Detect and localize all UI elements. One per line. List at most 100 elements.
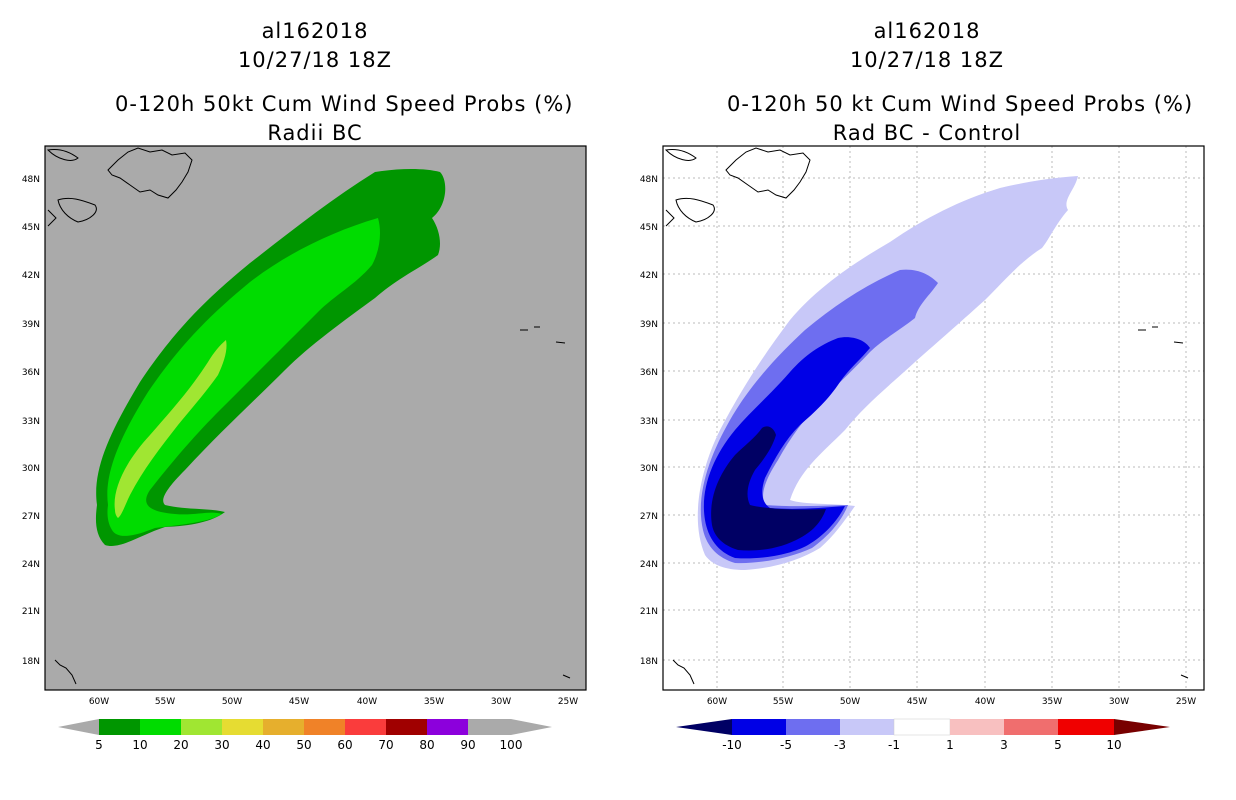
left-cbar-label-100: 100 — [500, 738, 523, 752]
left-colorbar-bin-90-100 — [468, 719, 511, 735]
right-y-tick-36n: 36N — [640, 368, 658, 378]
left-x-tick-25w: 25W — [558, 697, 578, 707]
right-y-tick-39n: 39N — [640, 320, 658, 330]
left-cbar-label-40: 40 — [255, 738, 270, 752]
right-x-axis: 60W 55W 50W 45W 40W 35W 30W 25W — [707, 697, 1196, 707]
right-y-tick-18n: 18N — [640, 657, 658, 667]
left-y-tick-33n: 33N — [22, 417, 40, 427]
right-cbar-label-m3: -3 — [834, 738, 846, 752]
left-cbar-label-30: 30 — [214, 738, 229, 752]
left-y-tick-36n: 36N — [22, 368, 40, 378]
right-colorbar-bin-m5-m3 — [786, 719, 840, 735]
left-x-tick-45w: 45W — [289, 697, 309, 707]
left-cbar-label-50: 50 — [296, 738, 311, 752]
right-x-tick-55w: 55W — [773, 697, 793, 707]
right-x-tick-45w: 45W — [907, 697, 927, 707]
left-x-axis: 60W 55W 50W 45W 40W 35W 30W 25W — [89, 697, 578, 707]
right-contour-minus1 — [697, 176, 1078, 570]
right-cbar-label-10: 10 — [1106, 738, 1121, 752]
right-x-tick-35w: 35W — [1042, 697, 1062, 707]
left-datetime: 10/27/18 18Z — [237, 48, 393, 72]
right-cbar-label-m10: -10 — [722, 738, 742, 752]
left-y-tick-45n: 45N — [22, 223, 40, 233]
left-y-tick-18n: 18N — [22, 657, 40, 667]
right-storm-id: al162018 — [873, 19, 981, 43]
right-colorbar-bin-3-5 — [1004, 719, 1058, 735]
right-x-tick-30w: 30W — [1109, 697, 1129, 707]
right-coastlines — [664, 147, 1189, 685]
right-colorbar-bin-1-3 — [950, 719, 1004, 735]
left-map-frame — [44, 145, 587, 691]
left-colorbar-bin-10-20 — [140, 719, 181, 735]
left-subtitle: Radii BC — [267, 121, 363, 145]
left-y-tick-42n: 42N — [22, 271, 40, 281]
right-y-axis: 48N 45N 42N 39N 36N 33N 30N 27N 24N 21N … — [640, 175, 658, 667]
right-y-tick-30n: 30N — [640, 464, 658, 474]
right-colorbar-high-extend — [1114, 719, 1170, 735]
left-colorbar-bin-20-30 — [181, 719, 222, 735]
left-contour-10 — [107, 218, 380, 536]
right-cbar-label-3: 3 — [1000, 738, 1008, 752]
left-panel-title: al162018 10/27/18 18Z 0-120h 50kt Cum Wi… — [115, 17, 574, 148]
left-y-tick-24n: 24N — [22, 560, 40, 570]
right-y-tick-45n: 45N — [640, 223, 658, 233]
right-colorbar-bin-5-10 — [1058, 719, 1114, 735]
left-y-tick-48n: 48N — [22, 175, 40, 185]
left-colorbar: 5 10 20 30 40 50 60 70 80 90 100 — [58, 719, 552, 752]
right-contour-minus10 — [711, 426, 826, 551]
left-x-tick-60w: 60W — [89, 697, 109, 707]
left-colorbar-low-extend — [58, 719, 99, 735]
right-map-panel: 48N 45N 42N 39N 36N 33N 30N 27N 24N 21N … — [640, 145, 1205, 752]
left-x-tick-55w: 55W — [155, 697, 175, 707]
left-colorbar-bin-70-80 — [386, 719, 427, 735]
right-product-title: 0-120h 50 kt Cum Wind Speed Probs (%) — [727, 92, 1194, 116]
right-colorbar-bin-m10-m5 — [732, 719, 786, 735]
right-colorbar-bin-m3-m1 — [840, 719, 894, 735]
left-x-tick-30w: 30W — [491, 697, 511, 707]
left-storm-id: al162018 — [261, 19, 369, 43]
left-colorbar-bin-60-70 — [345, 719, 386, 735]
left-cbar-label-80: 80 — [419, 738, 434, 752]
left-y-tick-39n: 39N — [22, 320, 40, 330]
left-contour-20 — [114, 340, 227, 518]
right-x-tick-40w: 40W — [975, 697, 995, 707]
left-x-tick-40w: 40W — [357, 697, 377, 707]
right-panel-title: al162018 10/27/18 18Z 0-120h 50 kt Cum W… — [727, 17, 1194, 148]
right-colorbar: -10 -5 -3 -1 1 3 5 10 — [676, 718, 1170, 752]
right-colorbar-bin-m1-1 — [893, 718, 951, 736]
left-colorbar-bin-80-90 — [427, 719, 468, 735]
right-y-tick-42n: 42N — [640, 271, 658, 281]
left-cbar-label-90: 90 — [460, 738, 475, 752]
left-y-axis: 48N 45N 42N 39N 36N 33N 30N 27N 24N 21N … — [22, 175, 40, 667]
right-cbar-label-1: 1 — [946, 738, 954, 752]
right-cbar-label-m1: -1 — [888, 738, 900, 752]
left-colorbar-bin-30-40 — [222, 719, 263, 735]
right-cbar-label-m5: -5 — [780, 738, 792, 752]
right-map-frame — [662, 145, 1205, 691]
left-y-tick-30n: 30N — [22, 464, 40, 474]
left-x-tick-35w: 35W — [424, 697, 444, 707]
right-y-tick-27n: 27N — [640, 512, 658, 522]
left-product-title: 0-120h 50kt Cum Wind Speed Probs (%) — [115, 92, 574, 116]
left-x-tick-50w: 50W — [222, 697, 242, 707]
left-map-panel: 48N 45N 42N 39N 36N 33N 30N 27N 24N 21N … — [22, 145, 587, 752]
right-y-tick-33n: 33N — [640, 417, 658, 427]
right-cbar-label-5: 5 — [1054, 738, 1062, 752]
left-cbar-label-20: 20 — [173, 738, 188, 752]
right-difference-field — [697, 176, 1078, 570]
left-coastlines — [46, 147, 571, 685]
left-cbar-label-60: 60 — [337, 738, 352, 752]
right-subtitle: Rad BC - Control — [832, 121, 1022, 145]
right-x-tick-25w: 25W — [1176, 697, 1196, 707]
right-x-tick-60w: 60W — [707, 697, 727, 707]
left-y-tick-27n: 27N — [22, 512, 40, 522]
left-cbar-label-10: 10 — [132, 738, 147, 752]
left-colorbar-bin-5-10 — [99, 719, 140, 735]
left-cbar-label-5: 5 — [95, 738, 103, 752]
right-y-tick-21n: 21N — [640, 607, 658, 617]
left-colorbar-bin-50-60 — [304, 719, 345, 735]
right-colorbar-low-extend — [676, 719, 732, 735]
left-y-tick-21n: 21N — [22, 607, 40, 617]
right-datetime: 10/27/18 18Z — [849, 48, 1005, 72]
